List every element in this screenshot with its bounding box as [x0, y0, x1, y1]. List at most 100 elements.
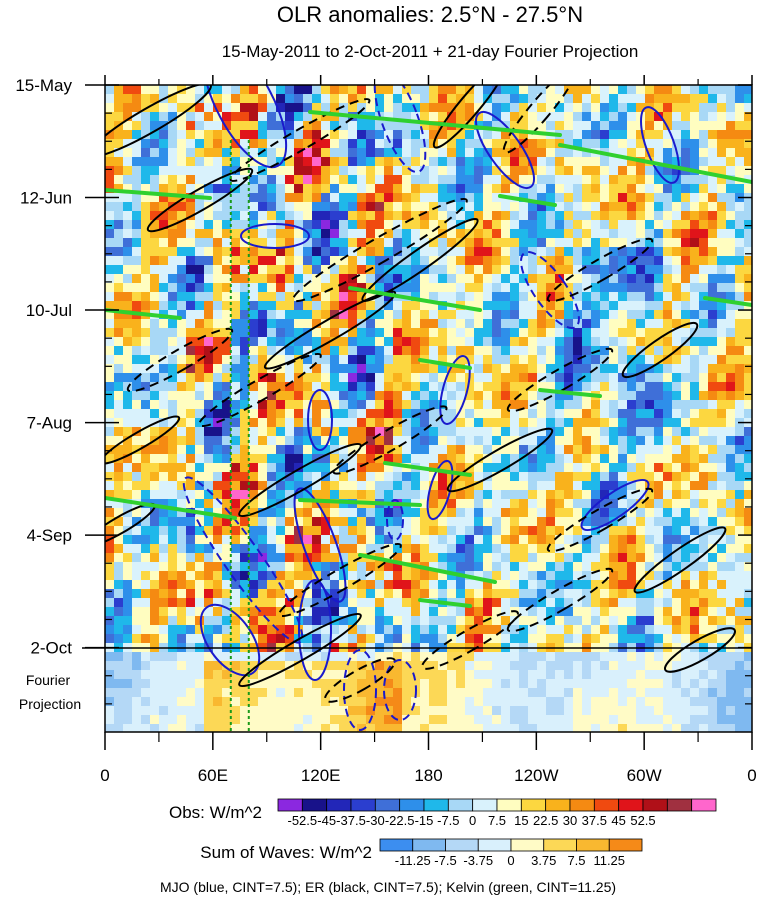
field-cell [681, 373, 690, 382]
field-cell [312, 436, 321, 445]
field-cell [600, 256, 609, 265]
field-cell [690, 445, 699, 454]
field-cell [285, 454, 294, 463]
field-cell [537, 553, 546, 562]
field-cell [177, 418, 186, 427]
field-cell [699, 616, 708, 625]
field-cell [231, 526, 240, 535]
field-cell [645, 229, 654, 238]
field-cell [240, 220, 249, 229]
field-cell [114, 139, 123, 148]
field-cell [519, 337, 528, 346]
field-cell [600, 463, 609, 472]
field-cell [600, 670, 609, 679]
field-cell [177, 580, 186, 589]
field-cell [186, 112, 195, 121]
field-cell [699, 580, 708, 589]
field-cell [609, 427, 618, 436]
field-cell [726, 166, 735, 175]
field-cell [267, 607, 276, 616]
field-cell [249, 211, 258, 220]
field-cell [600, 535, 609, 544]
field-cell [483, 166, 492, 175]
field-cell [465, 274, 474, 283]
field-cell [222, 391, 231, 400]
field-cell [123, 391, 132, 400]
field-cell [114, 220, 123, 229]
field-cell [384, 220, 393, 229]
field-cell [636, 463, 645, 472]
field-cell [501, 166, 510, 175]
field-cell [321, 130, 330, 139]
field-cell [717, 499, 726, 508]
field-cell [483, 211, 492, 220]
field-cell [555, 121, 564, 130]
field-cell [222, 580, 231, 589]
field-cell [690, 301, 699, 310]
field-cell [654, 634, 663, 643]
field-cell [492, 220, 501, 229]
field-cell [213, 94, 222, 103]
field-cell [312, 688, 321, 697]
field-cell [672, 580, 681, 589]
field-cell [366, 364, 375, 373]
field-cell [609, 652, 618, 661]
field-cell [465, 418, 474, 427]
field-cell [438, 688, 447, 697]
field-cell [132, 400, 141, 409]
field-cell [357, 481, 366, 490]
field-cell [195, 688, 204, 697]
field-cell [141, 706, 150, 715]
field-cell [735, 94, 744, 103]
field-cell [213, 436, 222, 445]
field-cell [726, 688, 735, 697]
field-cell [132, 607, 141, 616]
field-cell [276, 193, 285, 202]
field-cell [384, 112, 393, 121]
field-cell [393, 139, 402, 148]
field-cell [177, 679, 186, 688]
field-cell [267, 265, 276, 274]
field-cell [132, 355, 141, 364]
field-cell [510, 589, 519, 598]
field-cell [114, 229, 123, 238]
field-cell [339, 508, 348, 517]
field-cell [132, 679, 141, 688]
field-cell [600, 553, 609, 562]
field-cell [150, 400, 159, 409]
field-cell [483, 418, 492, 427]
field-cell [672, 670, 681, 679]
field-cell [627, 679, 636, 688]
field-cell [159, 607, 168, 616]
field-cell [726, 238, 735, 247]
field-cell [384, 445, 393, 454]
field-cell [105, 112, 114, 121]
field-cell [537, 490, 546, 499]
field-cell [555, 301, 564, 310]
field-cell [591, 85, 600, 94]
field-cell [708, 400, 717, 409]
field-cell [411, 544, 420, 553]
field-cell [429, 274, 438, 283]
field-cell [366, 193, 375, 202]
field-cell [384, 175, 393, 184]
field-cell [501, 454, 510, 463]
field-cell [438, 373, 447, 382]
field-cell [204, 553, 213, 562]
field-cell [186, 409, 195, 418]
field-cell [528, 202, 537, 211]
field-cell [231, 427, 240, 436]
field-cell [627, 589, 636, 598]
field-cell [474, 337, 483, 346]
field-cell [258, 607, 267, 616]
field-cell [717, 526, 726, 535]
field-cell [465, 391, 474, 400]
field-cell [132, 265, 141, 274]
field-cell [654, 427, 663, 436]
field-cell [168, 292, 177, 301]
field-cell [492, 697, 501, 706]
field-cell [402, 211, 411, 220]
field-cell [357, 301, 366, 310]
field-cell [204, 634, 213, 643]
field-cell [438, 454, 447, 463]
